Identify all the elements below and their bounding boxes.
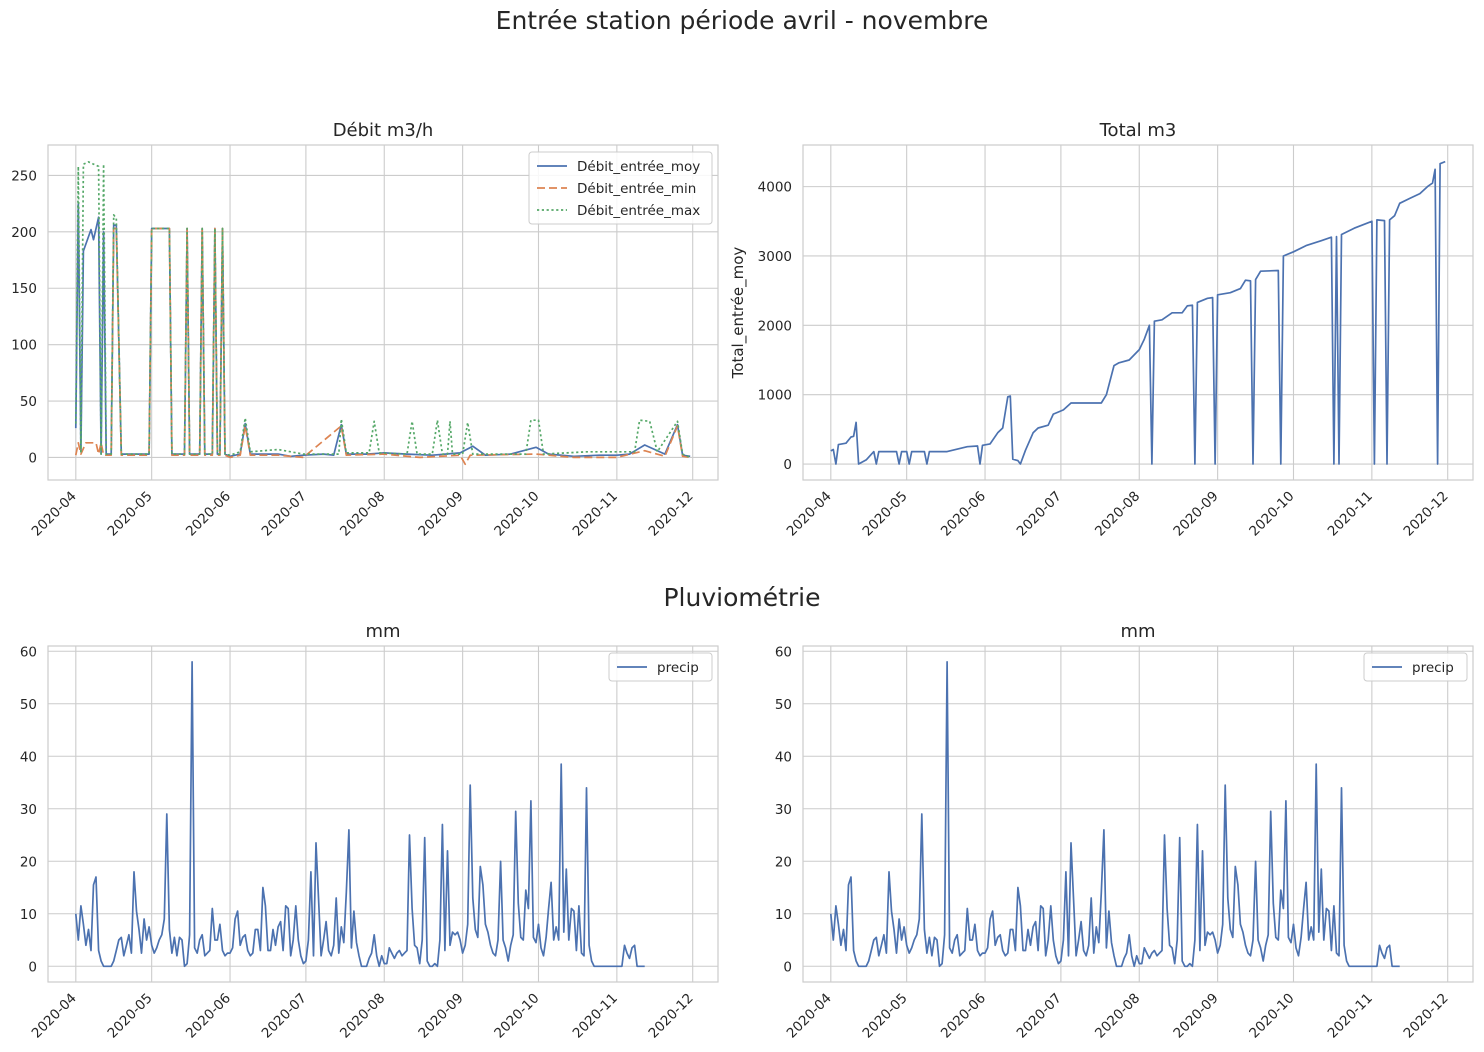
x-tick-label: 2020-09: [1170, 990, 1221, 1041]
legend-label: Débit_entrée_moy: [577, 159, 700, 175]
chart-debit: 2020-04 2020-05 2020-06 2020-07 2020-08 2020-…: [11, 120, 719, 540]
x-tick-label: 2020-04: [29, 488, 80, 539]
x-tick-label: 2020-12: [1401, 990, 1452, 1041]
x-tick-label: 2020-06: [183, 488, 234, 539]
y-tick-label: 2000: [758, 318, 792, 334]
series-line-precip: [74, 660, 645, 968]
x-tick-label: 2020-07: [1014, 990, 1065, 1041]
x-tick-label: 2020-08: [337, 990, 388, 1041]
chart-title: Débit m3/h: [333, 120, 434, 141]
y-tick-label: 200: [11, 225, 37, 241]
x-tick-label: 2020-04: [784, 488, 835, 539]
y-tick-label: 20: [20, 854, 37, 870]
x-tick-label: 2020-10: [1246, 488, 1297, 539]
y-tick-label: 1000: [758, 388, 792, 404]
x-tick-label: 2020-08: [337, 488, 388, 539]
x-tick-label: 2020-11: [570, 990, 621, 1041]
plot-frame: [802, 645, 1474, 983]
legend-box: [1363, 652, 1468, 682]
series-line-series-0: [830, 160, 1446, 465]
legend-label: precip: [657, 660, 699, 676]
legend: precip: [1363, 652, 1468, 682]
x-tick-label: 2020-10: [491, 488, 542, 539]
x-tick-label: 2020-10: [491, 990, 542, 1041]
y-tick-label: 250: [11, 168, 37, 184]
series-line-débit_entrée_moy: [74, 202, 691, 458]
y-tick-label: 0: [28, 450, 37, 466]
figure-suptitle: Entrée station période avril - novembre: [496, 6, 989, 35]
y-tick-label: 30: [775, 802, 792, 818]
y-tick-label: 10: [775, 907, 792, 923]
x-tick-label: 2020-05: [859, 488, 910, 539]
x-tick-label: 2020-09: [415, 488, 466, 539]
plot-frame: [47, 645, 719, 983]
x-tick-label: 2020-08: [1092, 990, 1143, 1041]
x-tick-label: 2020-09: [1170, 488, 1221, 539]
legend: precip: [608, 652, 713, 682]
x-tick-label: 2020-12: [1401, 488, 1452, 539]
legend-label: precip: [1412, 660, 1454, 676]
x-tick-label: 2020-12: [646, 990, 697, 1041]
plot-frame: [802, 144, 1474, 481]
chart-title: mm: [365, 621, 400, 642]
legend-label: Débit_entrée_min: [577, 181, 696, 197]
series-line-precip: [829, 660, 1400, 968]
chart-precip-right: 2020-04 2020-05 2020-06 2020-07 2020-08 2020-…: [775, 621, 1474, 1042]
x-tick-label: 2020-08: [1092, 488, 1143, 539]
y-tick-label: 100: [11, 338, 37, 354]
x-tick-label: 2020-07: [1014, 488, 1065, 539]
legend-box: [608, 652, 713, 682]
y-tick-label: 60: [20, 644, 37, 660]
x-tick-label: 2020-09: [415, 990, 466, 1041]
y-tick-label: 10: [20, 907, 37, 923]
y-tick-label: 50: [775, 697, 792, 713]
x-tick-label: 2020-07: [259, 488, 310, 539]
y-tick-label: 50: [20, 697, 37, 713]
y-tick-label: 40: [20, 749, 37, 765]
series-line-débit_entrée_min: [74, 227, 691, 466]
y-tick-label: 0: [28, 959, 37, 975]
x-tick-label: 2020-07: [259, 990, 310, 1041]
y-tick-label: 3000: [758, 249, 792, 265]
legend-box: [528, 151, 713, 225]
y-tick-label: 0: [783, 457, 792, 473]
legend: Débit_entrée_moy Débit_entrée_min Débit_en…: [528, 151, 713, 225]
section-title: Pluviométrie: [663, 583, 820, 612]
y-tick-label: 40: [775, 749, 792, 765]
plot-frame: [47, 144, 719, 481]
y-tick-label: 0: [783, 959, 792, 975]
y-tick-label: 60: [775, 644, 792, 660]
chart-total: 2020-04 2020-05 2020-06 2020-07 2020-08 2020-…: [729, 120, 1474, 540]
chart-precip-left: 2020-04 2020-05 2020-06 2020-07 2020-08 2020-…: [20, 621, 719, 1042]
x-tick-label: 2020-04: [784, 990, 835, 1041]
y-axis-label: Total_entrée_moy: [729, 247, 748, 380]
x-tick-label: 2020-05: [859, 990, 910, 1041]
legend-label: Débit_entrée_max: [577, 203, 700, 219]
x-tick-label: 2020-05: [104, 990, 155, 1041]
x-tick-label: 2020-11: [1325, 990, 1376, 1041]
y-tick-label: 150: [11, 281, 37, 297]
x-tick-label: 2020-11: [1325, 488, 1376, 539]
chart-title: mm: [1120, 621, 1155, 642]
x-tick-label: 2020-12: [646, 488, 697, 539]
x-tick-label: 2020-04: [29, 990, 80, 1041]
y-tick-label: 4000: [758, 180, 792, 196]
x-tick-label: 2020-11: [570, 488, 621, 539]
x-tick-label: 2020-10: [1246, 990, 1297, 1041]
y-tick-label: 20: [775, 854, 792, 870]
x-tick-label: 2020-05: [104, 488, 155, 539]
chart-title: Total m3: [1099, 120, 1177, 141]
y-tick-label: 50: [20, 394, 37, 410]
x-tick-label: 2020-06: [183, 990, 234, 1041]
y-tick-label: 30: [20, 802, 37, 818]
x-tick-label: 2020-06: [938, 488, 989, 539]
x-tick-label: 2020-06: [938, 990, 989, 1041]
